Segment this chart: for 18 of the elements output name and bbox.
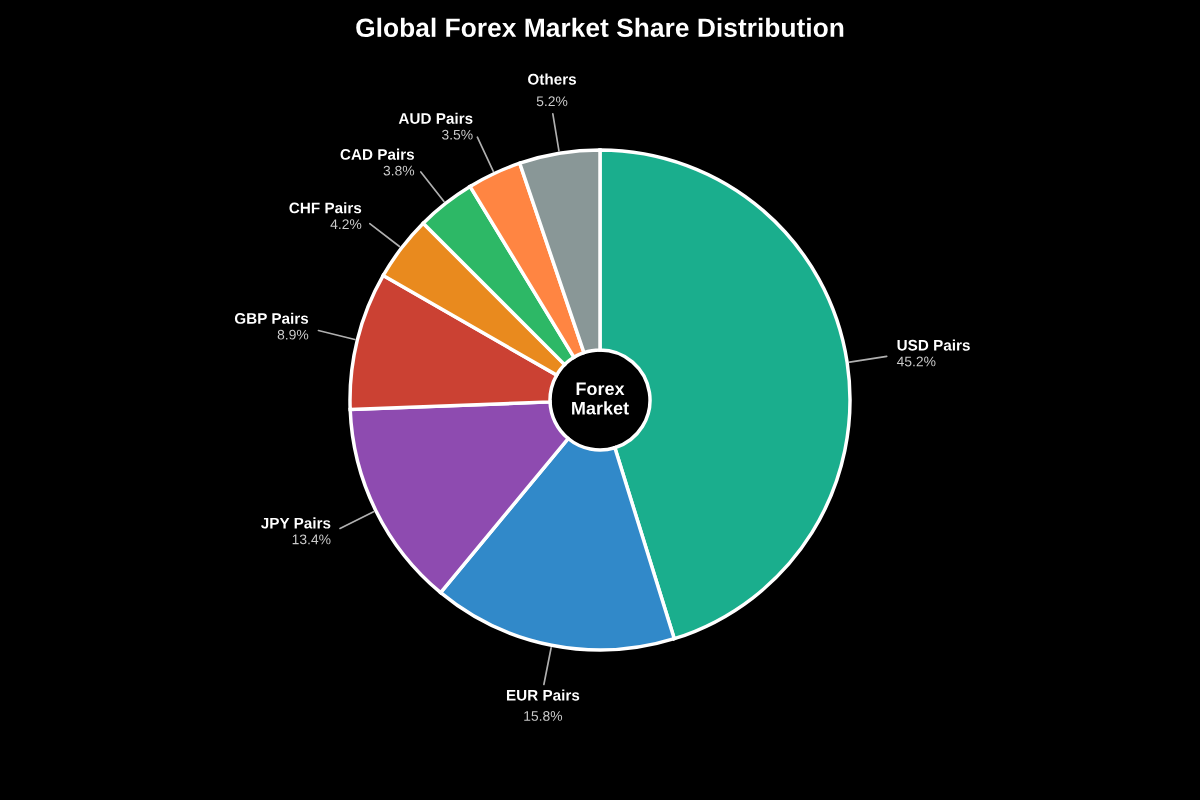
data-label: 5.2% <box>536 96 568 107</box>
slice-label: Others <box>528 73 577 85</box>
data-label: 3.5% <box>441 129 473 140</box>
text: Forex Market <box>572 382 629 415</box>
data-label: 8.9% <box>277 329 309 340</box>
data-label: 15.8% <box>524 711 563 721</box>
slice-label: GBP Pairs <box>234 312 309 324</box>
data-label: 13.4% <box>292 534 331 545</box>
data-label: 45.2% <box>896 356 936 367</box>
data-label: 3.8% <box>383 165 415 176</box>
slice-label: JPY Pairs <box>261 517 331 529</box>
slice-label: AUD Pairs <box>398 112 473 124</box>
slice-label: EUR Pairs <box>506 689 580 701</box>
data-label: 4.2% <box>330 219 362 230</box>
slice-label: CAD Pairs <box>340 148 415 160</box>
slice-label: CHF Pairs <box>289 202 362 214</box>
slice-label: USD Pairs <box>897 339 970 351</box>
chart-title: Global Forex Market Share Distribution <box>356 17 844 38</box>
